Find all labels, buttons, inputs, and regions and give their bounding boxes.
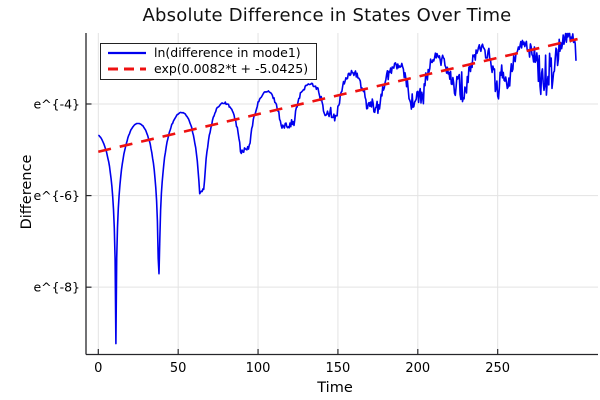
series-line-exp-fit [98,37,578,153]
tick-label-y--6: e^{-6} [33,188,80,203]
y-axis-label: Difference [19,154,35,230]
tick-label-x-50: 50 [170,361,187,376]
legend-label-series1: ln(difference in mode1) [154,45,301,60]
x-axis-label: Time [317,380,353,396]
chart-title: Absolute Difference in States Over Time [142,5,512,26]
tick-label-x-200: 200 [405,361,430,376]
legend: ln(difference in mode1) exp(0.0082*t + -… [100,43,318,80]
legend-item-series2: exp(0.0082*t + -5.0425) [107,61,308,77]
tick-label-x-100: 100 [246,361,271,376]
legend-item-series1: ln(difference in mode1) [107,45,308,61]
series-line-ln-difference [98,32,577,345]
tick-label-x-0: 0 [94,361,102,376]
tick-label-y--8: e^{-8} [33,280,80,295]
legend-line-sample-dashed [108,67,146,71]
tick-label-x-150: 150 [326,361,351,376]
legend-label-series2: exp(0.0082*t + -5.0425) [154,61,309,76]
legend-line-sample-solid [108,51,146,55]
tick-label-y--4: e^{-4} [33,96,80,111]
tick-label-x-250: 250 [485,361,510,376]
